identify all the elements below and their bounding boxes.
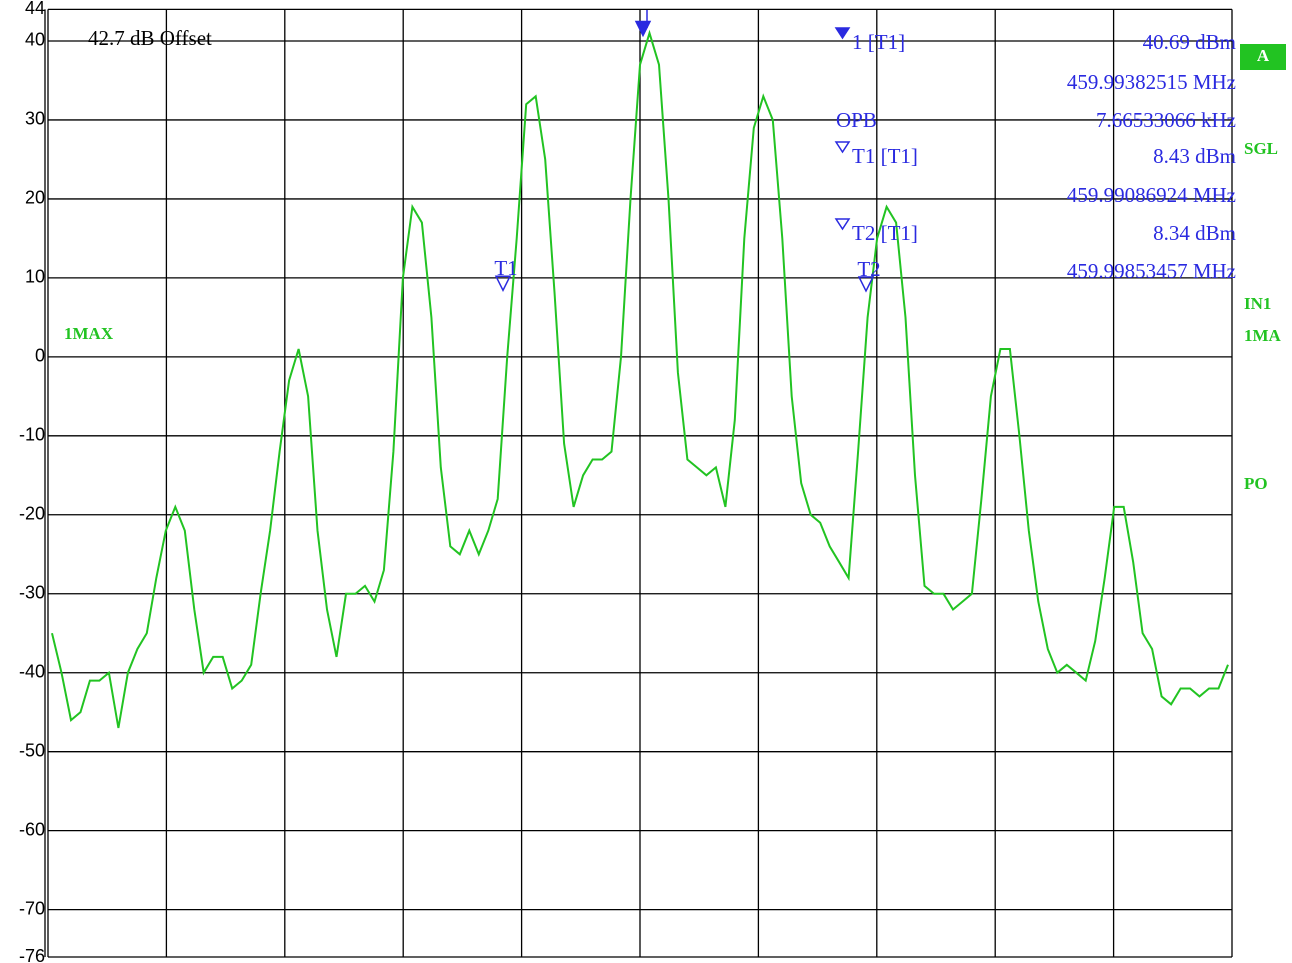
y-tick-label: 44 <box>25 0 45 18</box>
marker-frequency: 459.99086924 MHz <box>1067 183 1236 207</box>
marker-icon <box>834 218 851 231</box>
marker-name: T2 [T1] <box>852 221 918 245</box>
marker-level: 8.34 dBm <box>1153 221 1236 245</box>
y-tick-label: 0 <box>35 346 45 366</box>
marker-name: 1 [T1] <box>852 30 905 54</box>
marker-icon <box>834 141 851 154</box>
side-label: PO <box>1244 474 1268 493</box>
marker-icon <box>834 27 851 40</box>
trace <box>51 29 1229 729</box>
y-tick-label: -50 <box>19 740 45 760</box>
y-tick-label: -60 <box>19 819 45 839</box>
side-badge <box>1240 44 1286 70</box>
marker-level: 40.69 dBm <box>1143 30 1236 54</box>
marker <box>857 276 875 293</box>
marker <box>494 275 512 292</box>
marker-frequency: 459.99382515 MHz <box>1067 70 1236 94</box>
offset-label: 42.7 dB Offset <box>88 26 212 50</box>
y-tick-label: -30 <box>19 583 45 603</box>
y-tick-label: 10 <box>25 267 45 287</box>
marker-level: 8.43 dBm <box>1153 144 1236 168</box>
y-tick-label: -10 <box>19 425 45 445</box>
side-label: IN1 <box>1244 294 1271 313</box>
y-tick-label: -70 <box>19 898 45 918</box>
marker-plot-label: T1 <box>494 256 517 280</box>
marker-name: T1 [T1] <box>852 144 918 168</box>
marker-plot-label: T2 <box>857 257 880 281</box>
side-label: 1MA <box>1244 326 1282 345</box>
y-tick-label: 30 <box>25 109 45 129</box>
y-tick-label: 20 <box>25 188 45 208</box>
obw-name: OPB <box>836 108 877 132</box>
side-label: A <box>1257 46 1270 65</box>
side-label: SGL <box>1244 139 1278 158</box>
obw-value: 7.66533066 kHz <box>1096 108 1236 132</box>
trace-label: 1MAX <box>64 324 114 343</box>
y-tick-label: -40 <box>19 661 45 681</box>
marker-frequency: 459.99853457 MHz <box>1067 259 1236 283</box>
y-tick-label: 40 <box>25 30 45 50</box>
y-tick-label: -76 <box>19 946 45 963</box>
y-tick-label: -20 <box>19 504 45 524</box>
